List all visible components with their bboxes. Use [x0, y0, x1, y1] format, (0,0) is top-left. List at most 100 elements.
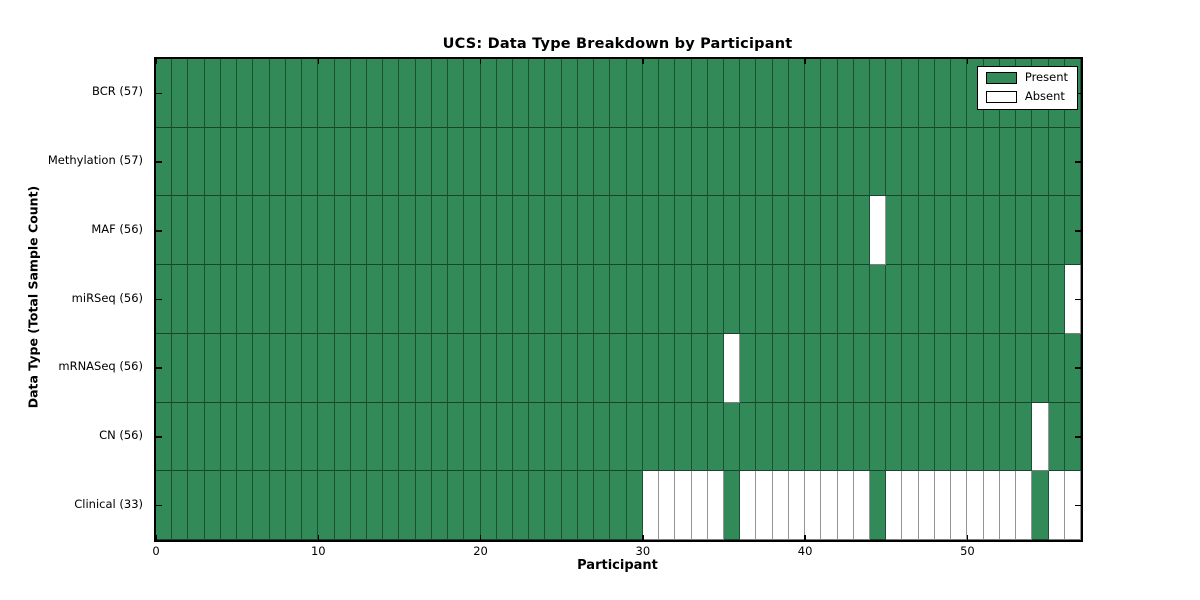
matrix-cell [448, 333, 465, 403]
matrix-cell [837, 127, 854, 197]
y-tick-label: Clinical (33) [74, 496, 143, 511]
matrix-cell [772, 127, 789, 197]
matrix-cell [870, 471, 887, 540]
matrix-cell [626, 333, 643, 403]
matrix-cell [1016, 196, 1033, 266]
matrix-cell [366, 127, 384, 197]
matrix-cell [821, 127, 838, 197]
matrix-cell [983, 471, 1000, 540]
matrix-cell [318, 59, 335, 128]
matrix-cell [902, 59, 919, 128]
matrix-cell [415, 196, 432, 266]
matrix-cell [675, 265, 692, 334]
matrix-cell [220, 265, 238, 334]
matrix-cell [285, 402, 303, 472]
y-axis-tick-mark [156, 367, 162, 369]
matrix-cell [448, 402, 465, 472]
matrix-cell [415, 265, 432, 334]
x-tick-label: 40 [797, 544, 813, 558]
matrix-cell [853, 59, 871, 128]
matrix-cell [886, 59, 903, 128]
matrix-cell [707, 265, 724, 334]
matrix-cell [659, 59, 676, 128]
matrix-cell [870, 127, 887, 197]
matrix-cell [561, 59, 578, 128]
matrix-cell [788, 402, 806, 472]
matrix-cell [837, 333, 854, 403]
matrix-cell [626, 402, 643, 472]
matrix-cell [951, 59, 968, 128]
matrix-cell [805, 127, 822, 197]
matrix-cell [675, 471, 692, 540]
matrix-cell [253, 196, 270, 266]
matrix-cell [480, 333, 497, 403]
matrix-cell [431, 265, 449, 334]
y-axis-tick-mark [1075, 504, 1081, 507]
matrix-cell [220, 59, 238, 128]
matrix-cell [659, 196, 676, 266]
matrix-cell [723, 59, 741, 128]
matrix-cell [691, 265, 708, 334]
matrix-cell [318, 333, 335, 403]
matrix-cell [302, 471, 319, 540]
matrix-cell [561, 402, 578, 472]
matrix-cell [350, 402, 367, 472]
matrix-cell [448, 59, 465, 128]
matrix-cell [577, 471, 595, 540]
matrix-cell [853, 127, 871, 197]
matrix-cell [626, 265, 643, 334]
matrix-cell [902, 127, 919, 197]
matrix-cell [918, 265, 935, 334]
matrix-cell [772, 333, 789, 403]
matrix-cell [415, 59, 432, 128]
matrix-cell [740, 333, 757, 403]
matrix-cell [610, 127, 627, 197]
matrix-cell [285, 59, 303, 128]
matrix-cell [220, 402, 238, 472]
x-tick-label: 30 [635, 544, 651, 558]
matrix-cell [431, 59, 449, 128]
matrix-cell [204, 402, 221, 472]
matrix-cell [464, 196, 481, 266]
matrix-cell [594, 402, 611, 472]
y-tick-label: MAF (56) [91, 221, 143, 236]
matrix-cell [659, 265, 676, 334]
matrix-cell [350, 333, 367, 403]
matrix-cell [805, 333, 822, 403]
matrix-cell [302, 402, 319, 472]
matrix-cell [691, 333, 708, 403]
matrix-cell [740, 59, 757, 128]
matrix-cell [934, 265, 952, 334]
matrix-cell [1032, 127, 1049, 197]
matrix-cell [886, 402, 903, 472]
matrix-cell [269, 265, 286, 334]
matrix-cell [837, 59, 854, 128]
matrix-cell [220, 471, 238, 540]
matrix-cell [383, 265, 400, 334]
matrix-cell [675, 196, 692, 266]
matrix-cell [415, 333, 432, 403]
matrix-cell [318, 471, 335, 540]
matrix-cell [642, 333, 660, 403]
x-axis-tick-mark [155, 535, 157, 540]
matrix-cell [188, 127, 205, 197]
matrix-cell [805, 402, 822, 472]
matrix-cell [675, 127, 692, 197]
matrix-cell [156, 265, 173, 334]
matrix-cell [934, 333, 952, 403]
matrix-cell [626, 196, 643, 266]
matrix-cell [886, 333, 903, 403]
matrix-cell [659, 333, 676, 403]
matrix-cell [1016, 265, 1033, 334]
matrix-cell [237, 265, 254, 334]
matrix-cell [545, 127, 562, 197]
matrix-cell [1048, 471, 1065, 540]
matrix-cell [204, 196, 221, 266]
matrix-cell [740, 402, 757, 472]
matrix-cell [513, 59, 530, 128]
y-tick-label: BCR (57) [92, 84, 143, 99]
matrix-cell [707, 59, 724, 128]
matrix-cell [577, 127, 595, 197]
matrix-cell [1048, 333, 1065, 403]
matrix-cell [626, 127, 643, 197]
